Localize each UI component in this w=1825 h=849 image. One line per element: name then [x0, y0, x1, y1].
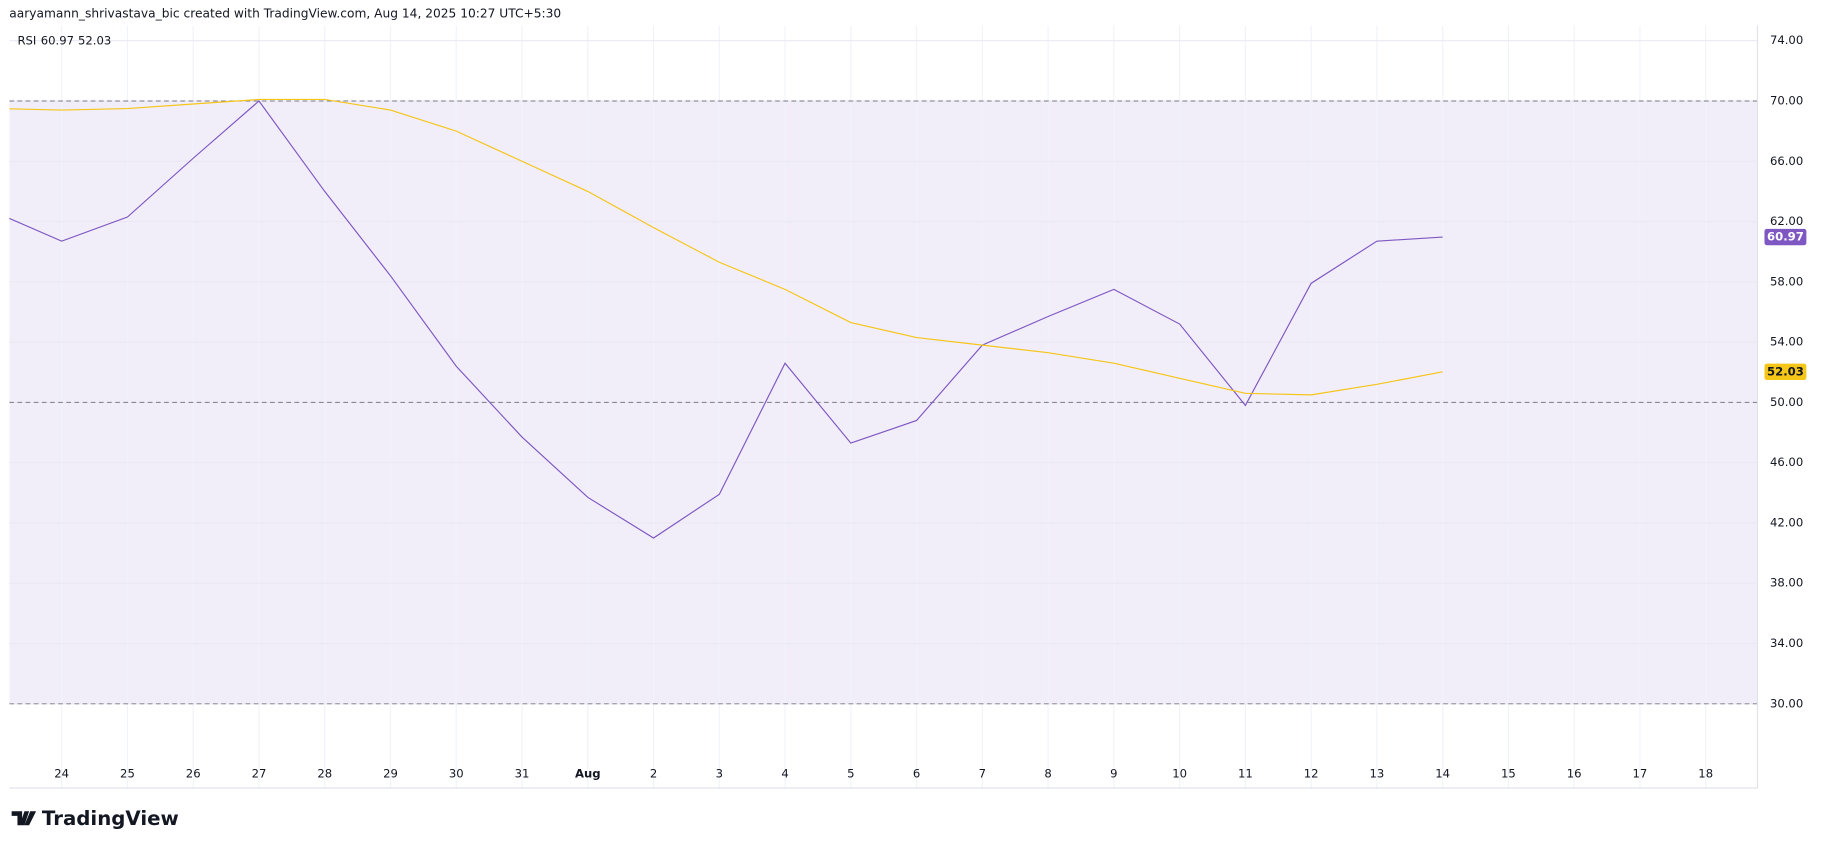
- legend-indicator: RSI: [17, 33, 36, 47]
- logo-icon: [11, 811, 37, 826]
- y-tick-label: 62.00: [1770, 214, 1803, 228]
- plot-area: [9, 25, 1758, 788]
- y-tick-label: 74.00: [1770, 33, 1803, 47]
- x-tick-label: 3: [716, 767, 723, 781]
- y-tick-label: 42.00: [1770, 515, 1803, 529]
- x-tick-label: 13: [1369, 767, 1384, 781]
- x-tick-label: 9: [1110, 767, 1117, 781]
- x-tick-label: 10: [1172, 767, 1187, 781]
- logo: TradingView: [11, 807, 179, 830]
- x-tick-label: 27: [252, 767, 267, 781]
- credit: aaryamann_shrivastava_bic created with T…: [9, 6, 561, 20]
- x-tick-label: 18: [1698, 767, 1713, 781]
- x-tick-label: Aug: [575, 767, 601, 781]
- y-tick-label: 30.00: [1770, 696, 1803, 710]
- x-tick-label: 8: [1044, 767, 1051, 781]
- last-value-tag: [1764, 363, 1807, 380]
- logo-text: TradingView: [42, 807, 179, 830]
- x-tick-label: 15: [1501, 767, 1516, 781]
- x-tick-label: 25: [120, 767, 135, 781]
- x-tick-label: 28: [317, 767, 332, 781]
- y-tick-label: 54.00: [1770, 335, 1803, 349]
- x-tick-label: 29: [383, 767, 398, 781]
- y-tick-label: 38.00: [1770, 576, 1803, 590]
- x-tick-label: 6: [913, 767, 920, 781]
- x-tick-label: 24: [54, 767, 69, 781]
- x-tick-label: 11: [1238, 767, 1253, 781]
- series-line: [9, 100, 1443, 539]
- last-value-tag: [1764, 228, 1807, 246]
- x-tick-label: 5: [847, 767, 854, 781]
- x-tick-label: 17: [1633, 767, 1648, 781]
- y-tick-label: 34.00: [1770, 636, 1803, 650]
- x-tick-label: 12: [1304, 767, 1319, 781]
- x-tick-label: 26: [186, 767, 201, 781]
- x-tick-label: 4: [781, 767, 788, 781]
- x-tick-label: 14: [1435, 767, 1450, 781]
- x-tick-label: 7: [979, 767, 986, 781]
- x-tick-label: 16: [1567, 767, 1582, 781]
- last-value-label: 52.03: [1767, 364, 1804, 378]
- last-value-label: 60.97: [1767, 230, 1804, 244]
- x-tick-label: 30: [449, 767, 464, 781]
- y-tick-label: 66.00: [1770, 154, 1803, 168]
- x-tick-label: 2: [650, 767, 657, 781]
- legend-value: 52.03: [78, 33, 111, 47]
- legend-value: 60.97: [41, 33, 74, 47]
- series-line: [9, 98, 1443, 396]
- x-tick-label: 31: [515, 767, 530, 781]
- y-tick-label: 70.00: [1770, 93, 1803, 107]
- y-tick-label: 46.00: [1770, 455, 1803, 469]
- y-tick-label: 50.00: [1770, 395, 1803, 409]
- y-tick-label: 58.00: [1770, 274, 1803, 288]
